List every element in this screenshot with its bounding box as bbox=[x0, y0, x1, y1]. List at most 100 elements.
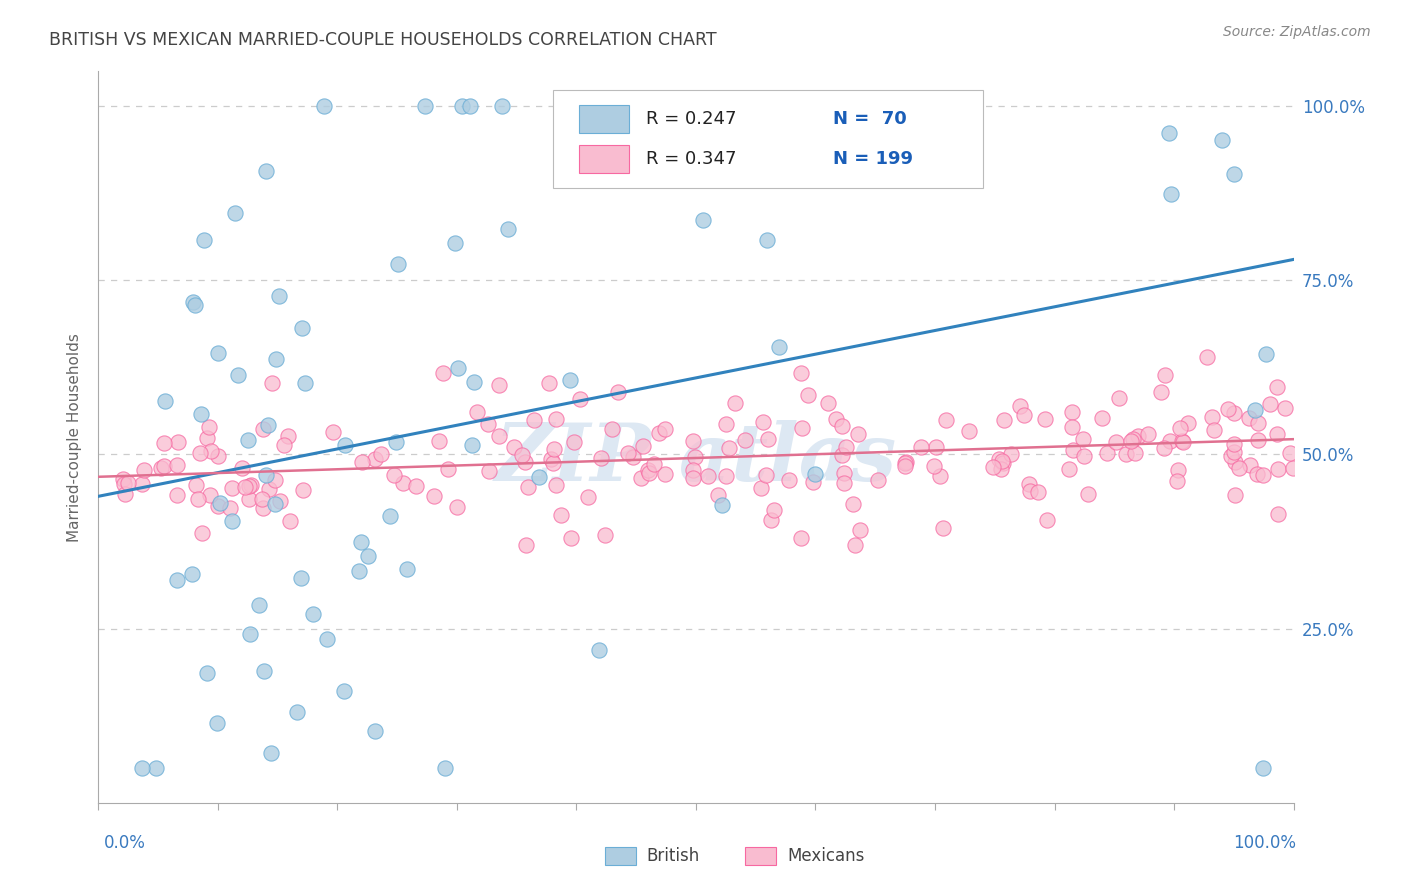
Text: R = 0.347: R = 0.347 bbox=[645, 150, 737, 168]
Point bbox=[682, 463, 704, 477]
Bar bbox=[579, 145, 628, 173]
Point bbox=[515, 539, 537, 553]
Point bbox=[166, 488, 188, 502]
Point bbox=[648, 426, 671, 441]
Point bbox=[396, 562, 419, 576]
Point bbox=[294, 376, 316, 390]
Point bbox=[1119, 434, 1142, 448]
Point bbox=[180, 566, 202, 581]
Point bbox=[370, 447, 392, 461]
Point bbox=[1223, 455, 1246, 469]
Point bbox=[264, 351, 287, 366]
Point bbox=[1220, 449, 1243, 463]
Point bbox=[463, 375, 485, 389]
Point bbox=[221, 514, 243, 528]
Point bbox=[166, 574, 188, 588]
Point bbox=[682, 470, 704, 484]
Point bbox=[633, 439, 655, 453]
Point bbox=[1157, 126, 1180, 140]
Point bbox=[291, 321, 314, 335]
Point bbox=[423, 489, 446, 503]
Point bbox=[335, 438, 357, 452]
Point bbox=[357, 549, 380, 564]
Y-axis label: Married-couple Households: Married-couple Households bbox=[67, 333, 83, 541]
Point bbox=[290, 570, 312, 584]
Point bbox=[380, 509, 402, 524]
Point bbox=[1018, 477, 1040, 491]
Point bbox=[186, 478, 208, 492]
FancyBboxPatch shape bbox=[553, 90, 983, 188]
Point bbox=[291, 483, 314, 498]
Point bbox=[187, 492, 209, 507]
Point bbox=[247, 598, 270, 612]
Point bbox=[593, 527, 616, 541]
Point bbox=[207, 449, 229, 463]
Point bbox=[1218, 401, 1240, 416]
Point bbox=[759, 513, 782, 527]
Point bbox=[208, 496, 231, 510]
Point bbox=[447, 361, 470, 376]
Point bbox=[191, 525, 214, 540]
Point bbox=[1254, 347, 1277, 361]
Point bbox=[654, 467, 676, 482]
Point bbox=[488, 377, 510, 392]
Point bbox=[1036, 513, 1059, 527]
Point bbox=[256, 417, 278, 432]
Point bbox=[630, 471, 652, 485]
Point bbox=[894, 455, 917, 469]
Point bbox=[437, 461, 460, 475]
Point bbox=[925, 441, 948, 455]
Point bbox=[790, 366, 813, 380]
Point bbox=[1059, 462, 1081, 476]
Point bbox=[252, 501, 274, 516]
Point bbox=[1168, 421, 1191, 435]
Point bbox=[541, 456, 564, 470]
Point bbox=[184, 298, 207, 312]
Point bbox=[1223, 406, 1246, 420]
Point bbox=[1077, 486, 1099, 500]
Point bbox=[461, 438, 484, 452]
Point bbox=[1166, 474, 1188, 488]
Point bbox=[405, 479, 427, 493]
Point bbox=[1170, 434, 1192, 449]
Point bbox=[1171, 434, 1194, 449]
Point bbox=[1247, 416, 1270, 430]
Point bbox=[1222, 167, 1244, 181]
Point bbox=[260, 746, 283, 760]
Point bbox=[1123, 446, 1146, 460]
Point bbox=[322, 425, 344, 440]
Point bbox=[692, 212, 714, 227]
Point bbox=[502, 441, 524, 455]
Point bbox=[707, 488, 730, 502]
Point bbox=[193, 233, 215, 247]
Point bbox=[804, 467, 827, 481]
Point bbox=[238, 433, 260, 447]
Point bbox=[114, 487, 136, 501]
Point bbox=[957, 424, 980, 438]
Point bbox=[591, 450, 613, 465]
Point bbox=[260, 376, 283, 390]
Point bbox=[714, 468, 737, 483]
Point bbox=[734, 433, 756, 447]
Point bbox=[797, 388, 820, 402]
Point bbox=[254, 468, 277, 483]
Point bbox=[1227, 461, 1250, 475]
Point bbox=[352, 455, 374, 469]
Point bbox=[224, 206, 246, 220]
Point bbox=[801, 475, 824, 490]
Point bbox=[432, 366, 454, 380]
Point bbox=[1104, 435, 1126, 450]
Point bbox=[789, 532, 811, 546]
Point bbox=[145, 761, 167, 775]
Point bbox=[278, 514, 301, 528]
Point bbox=[621, 450, 644, 465]
Text: N = 199: N = 199 bbox=[834, 150, 914, 168]
Point bbox=[364, 452, 387, 467]
Point bbox=[1244, 403, 1267, 417]
Point bbox=[153, 436, 176, 450]
Point bbox=[711, 498, 734, 512]
Point bbox=[153, 394, 176, 409]
Bar bbox=[579, 105, 628, 133]
Point bbox=[1251, 467, 1274, 482]
Point bbox=[643, 457, 665, 471]
